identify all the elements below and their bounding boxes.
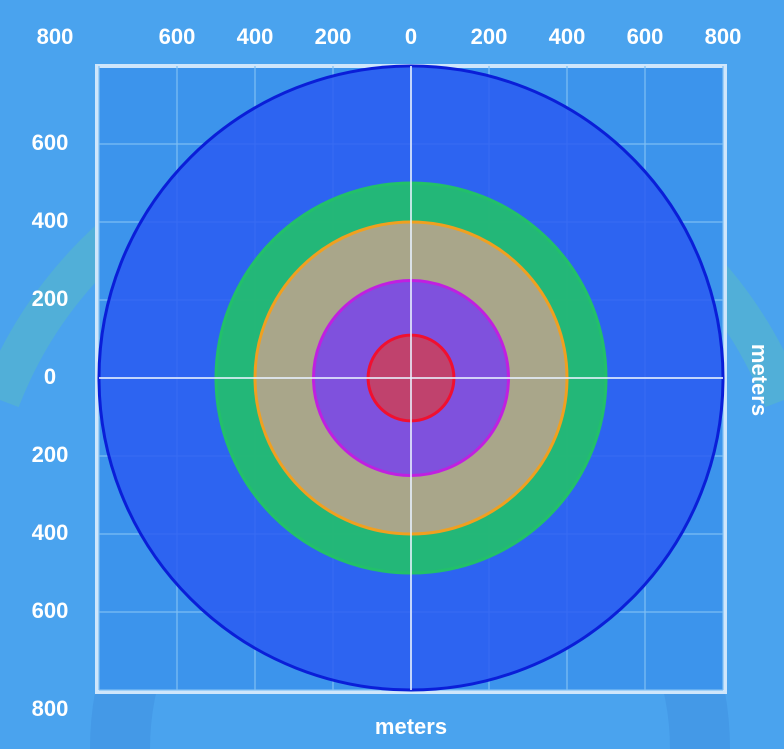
x-tick-label: 400 xyxy=(237,24,274,49)
y-tick-label: 0 xyxy=(44,364,56,389)
y-tick-label: 600 xyxy=(32,130,69,155)
x-tick-label: 0 xyxy=(405,24,417,49)
y-axis-label: meters xyxy=(747,344,772,416)
x-tick-label: 200 xyxy=(471,24,508,49)
y-tick-label: 400 xyxy=(32,208,69,233)
x-axis-label: meters xyxy=(375,714,447,739)
y-tick-label: 200 xyxy=(32,442,69,467)
x-tick-label: 600 xyxy=(159,24,196,49)
x-tick-label: 800 xyxy=(37,24,74,49)
y-tick-label: 200 xyxy=(32,286,69,311)
y-tick-label: 600 xyxy=(32,598,69,623)
x-tick-label: 600 xyxy=(627,24,664,49)
x-tick-label: 800 xyxy=(705,24,742,49)
y-tick-label: 800 xyxy=(32,696,69,721)
x-tick-label: 400 xyxy=(549,24,586,49)
x-tick-label: 200 xyxy=(315,24,352,49)
y-tick-label: 400 xyxy=(32,520,69,545)
